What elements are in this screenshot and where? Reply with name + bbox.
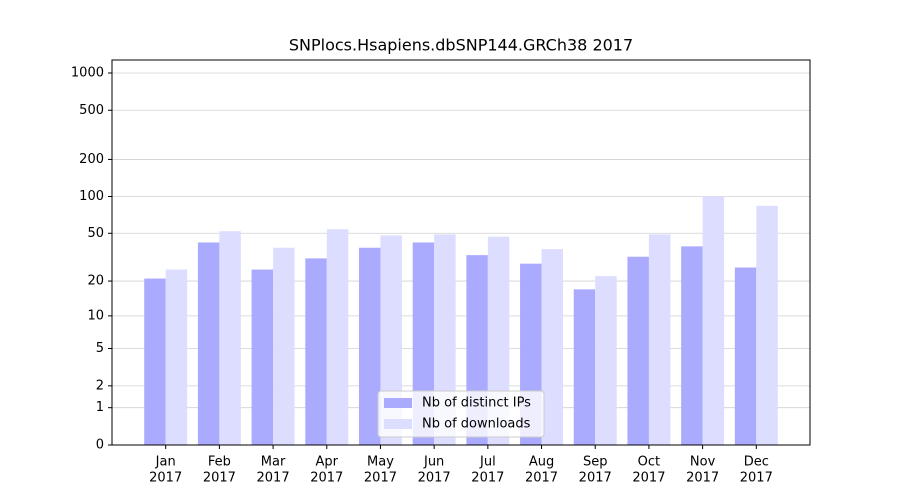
bar <box>358 247 381 445</box>
legend: Nb of distinct IPs Nb of downloads <box>377 390 545 438</box>
x-tick-label: May <box>367 455 394 470</box>
bar <box>756 205 778 445</box>
bar <box>681 246 703 445</box>
bar <box>734 267 757 445</box>
plot-frame <box>111 59 811 446</box>
x-tick-year: 2017 <box>149 471 182 486</box>
x-tick-label: Aug <box>529 455 554 470</box>
x-tick-label: Jun <box>423 455 444 470</box>
legend-box <box>377 390 545 438</box>
bar <box>702 196 725 445</box>
bar <box>595 276 617 445</box>
x-tick-label: Sep <box>583 455 608 470</box>
x-tick-label: Dec <box>744 455 769 470</box>
x-tick-year: 2017 <box>525 471 558 486</box>
legend-label: Nb of downloads <box>422 417 531 432</box>
x-tick-label: Apr <box>316 455 339 470</box>
bar <box>305 258 327 445</box>
x-tick-label: Nov <box>690 455 716 470</box>
y-tick-label: 20 <box>87 274 104 289</box>
x-tick-year: 2017 <box>740 471 773 486</box>
bar <box>648 234 671 445</box>
x-tick-label: Feb <box>208 455 231 470</box>
x-tick-label: Mar <box>261 455 286 470</box>
y-tick-label: 200 <box>79 152 104 167</box>
y-tick-label: 1 <box>96 400 104 415</box>
x-tick-year: 2017 <box>203 471 236 486</box>
y-tick-label: 10 <box>87 308 104 323</box>
bar <box>219 231 241 445</box>
x-tick-year: 2017 <box>364 471 397 486</box>
legend-swatch <box>384 398 412 408</box>
bar <box>251 269 274 445</box>
x-tick-year: 2017 <box>257 471 290 486</box>
x-tick-label: Oct <box>638 455 660 470</box>
y-tick-label: 0 <box>96 438 104 453</box>
x-tick-label: Jul <box>479 455 496 470</box>
legend-label: Nb of distinct IPs <box>422 396 531 411</box>
bar <box>273 247 295 445</box>
y-tick-label: 2 <box>96 378 104 393</box>
x-tick-label: Jan <box>155 455 176 470</box>
y-tick-label: 1000 <box>71 65 104 80</box>
x-tick-year: 2017 <box>579 471 612 486</box>
bar <box>165 269 188 445</box>
y-tick-label: 5 <box>96 341 104 356</box>
bar <box>197 242 220 445</box>
x-tick-year: 2017 <box>310 471 343 486</box>
bar <box>144 278 166 445</box>
legend-swatch <box>384 419 412 429</box>
bar <box>627 256 649 445</box>
y-tick-label: 500 <box>79 103 104 118</box>
x-tick-year: 2017 <box>686 471 719 486</box>
bar <box>573 289 596 445</box>
x-tick-year: 2017 <box>418 471 451 486</box>
chart-title: SNPlocs.Hsapiens.dbSNP144.GRCh38 2017 <box>289 36 633 55</box>
y-tick-label: 50 <box>87 226 104 241</box>
bar <box>541 249 564 445</box>
x-tick-year: 2017 <box>632 471 665 486</box>
x-tick-year: 2017 <box>471 471 504 486</box>
bar <box>326 229 349 445</box>
y-tick-label: 100 <box>79 189 104 204</box>
